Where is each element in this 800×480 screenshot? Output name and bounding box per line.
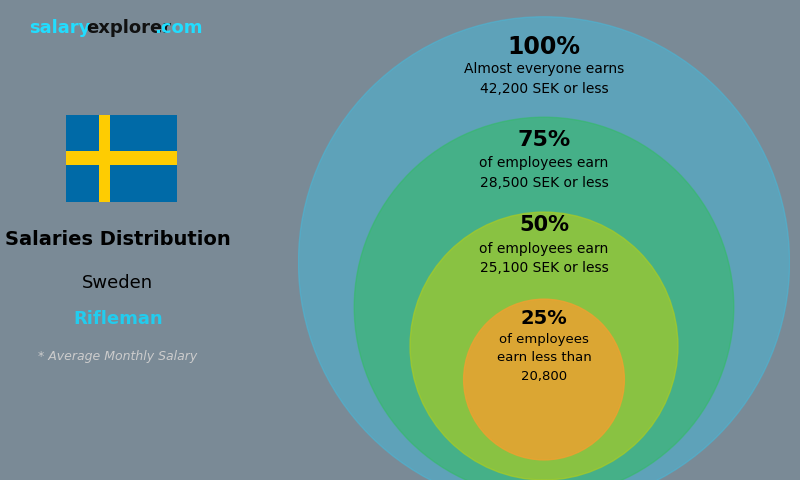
Text: 28,500 SEK or less: 28,500 SEK or less: [480, 176, 608, 190]
Bar: [66, 151, 177, 165]
Text: 25,100 SEK or less: 25,100 SEK or less: [480, 261, 608, 275]
Text: Salaries Distribution: Salaries Distribution: [5, 230, 230, 250]
Text: 25%: 25%: [521, 309, 567, 328]
Text: * Average Monthly Salary: * Average Monthly Salary: [38, 350, 198, 363]
Circle shape: [354, 117, 734, 480]
Text: Sweden: Sweden: [82, 274, 154, 291]
Bar: [66, 115, 177, 202]
Text: 42,200 SEK or less: 42,200 SEK or less: [480, 82, 608, 96]
Text: 100%: 100%: [507, 35, 581, 59]
Text: Rifleman: Rifleman: [73, 310, 162, 328]
Circle shape: [410, 212, 678, 480]
Text: Almost everyone earns: Almost everyone earns: [464, 62, 624, 76]
Circle shape: [298, 17, 790, 480]
Circle shape: [464, 299, 624, 460]
Bar: [99, 115, 110, 202]
Text: salary: salary: [30, 19, 91, 37]
Text: 50%: 50%: [519, 216, 569, 236]
Text: explorer: explorer: [86, 19, 172, 37]
Text: 20,800: 20,800: [521, 370, 567, 383]
Text: 75%: 75%: [518, 130, 570, 150]
Text: of employees earn: of employees earn: [479, 156, 609, 170]
Text: .com: .com: [154, 19, 203, 37]
Text: of employees earn: of employees earn: [479, 242, 609, 256]
Text: earn less than: earn less than: [497, 351, 591, 364]
Text: of employees: of employees: [499, 333, 589, 346]
